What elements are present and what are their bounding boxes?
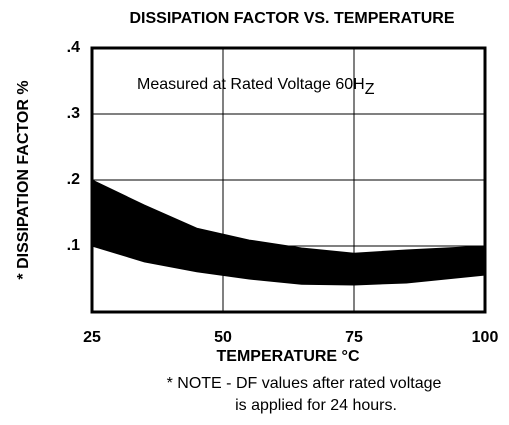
y-tick-label: .3 [67, 105, 80, 122]
x-tick-label: 50 [214, 329, 232, 346]
annotation-subscript: Z [365, 81, 375, 98]
chart-title: DISSIPATION FACTOR VS. TEMPERATURE [129, 10, 454, 27]
y-tick-label: .1 [67, 237, 80, 254]
x-axis-label: TEMPERATURE °C [217, 348, 360, 365]
x-tick-label: 75 [345, 329, 363, 346]
y-axis-label: * DISSIPATION FACTOR % [15, 80, 32, 279]
annotation: Measured at Rated Voltage 60HZ [137, 76, 375, 98]
plot-border [90, 46, 487, 314]
x-tick-label: 100 [472, 329, 499, 346]
y-tick-label: .4 [67, 39, 80, 56]
y-tick-label: .2 [67, 171, 80, 188]
note: is applied for 24 hours. [235, 397, 397, 414]
band-area [91, 179, 486, 286]
note: * NOTE - DF values after rated voltage [167, 375, 442, 392]
x-tick-label: 25 [83, 329, 101, 346]
annotation-text: Measured at Rated Voltage 60H [137, 76, 365, 93]
